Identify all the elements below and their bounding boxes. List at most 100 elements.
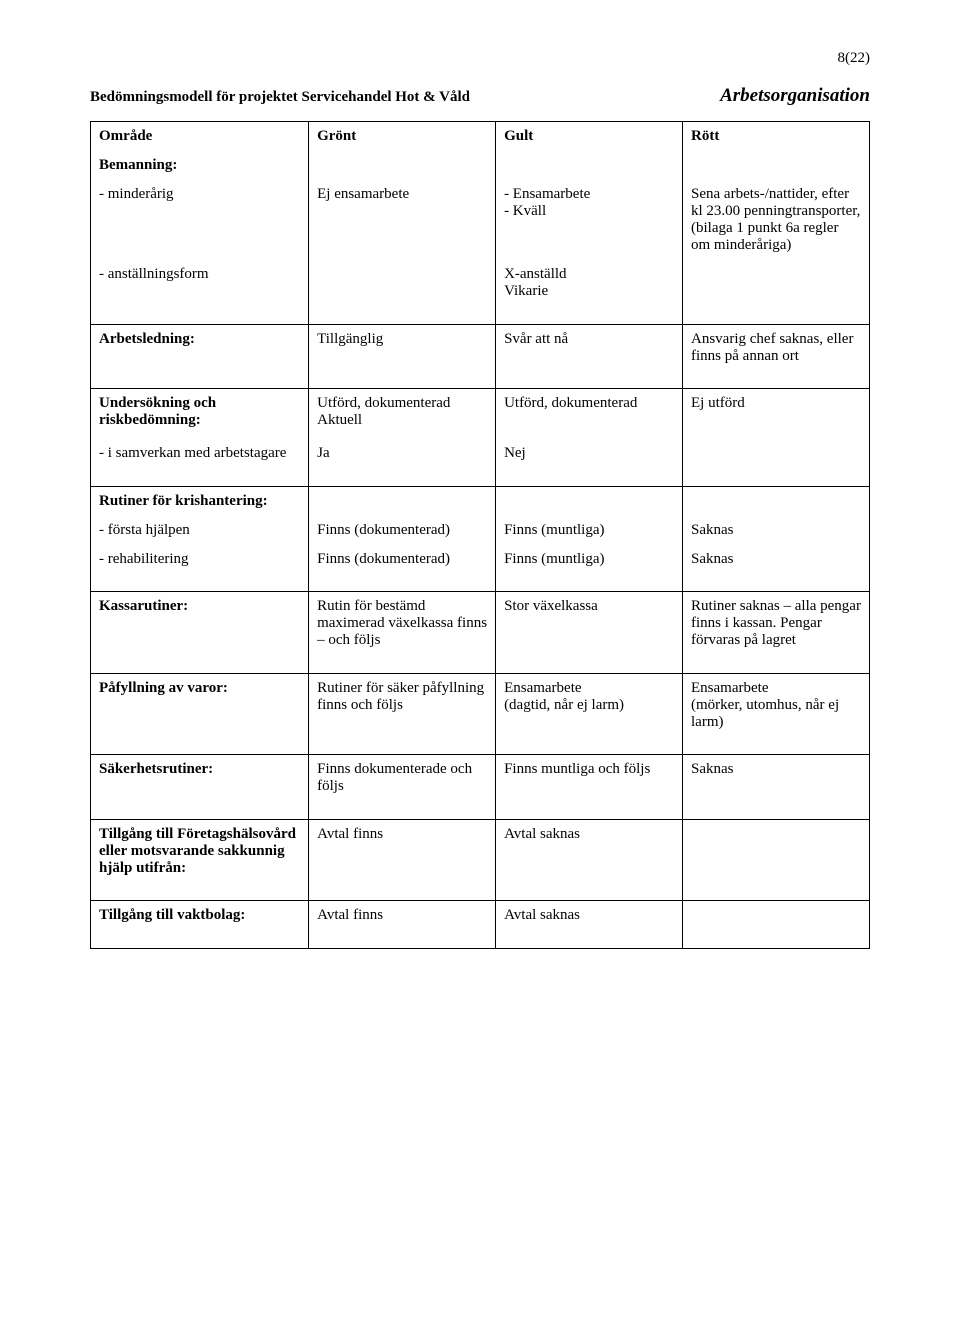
cell: Saknas <box>683 545 870 574</box>
cell: Ej ensamarbete <box>309 180 496 260</box>
cell: Finns (dokumenterad) <box>309 516 496 545</box>
cell: Sena arbets-/nattider, efter kl 23.00 pe… <box>683 180 870 260</box>
table-row: - rehabilitering Finns (dokumenterad) Fi… <box>91 545 870 574</box>
cell: - Ensamarbete - Kväll <box>496 180 683 260</box>
row-label: Kassarutiner: <box>99 598 188 614</box>
cell <box>496 486 683 516</box>
cell: Utförd, dokumenterad <box>496 389 683 436</box>
table-row: - anställningsform X-anställd Vikarie <box>91 260 870 306</box>
cell: Finns dokumenterade och följs <box>309 755 496 802</box>
row-label: Påfyllning av varor: <box>99 680 228 696</box>
cell: - rehabilitering <box>91 545 309 574</box>
cell: Ansvarig chef saknas, eller finns på ann… <box>683 324 870 371</box>
col-header: Grönt <box>309 122 496 152</box>
cell: Finns (dokumenterad) <box>309 545 496 574</box>
cell: Ensamarbete (mörker, utomhus, når ej lar… <box>683 673 870 737</box>
doc-title: Bedömningsmodell för projektet Serviceha… <box>90 89 470 106</box>
document-page: 8(22) Bedömningsmodell för projektet Ser… <box>0 0 960 999</box>
col-header: Gult <box>496 122 683 152</box>
row-label: Rutiner för krishantering: <box>99 493 268 509</box>
row-label: Tillgång till Företagshälsovård eller mo… <box>99 826 296 876</box>
spacer <box>91 371 870 389</box>
spacer <box>91 655 870 673</box>
cell: Bemanning: <box>91 151 309 180</box>
table-row: Undersökning och riskbedömning: Utförd, … <box>91 389 870 436</box>
cell: Finns (muntliga) <box>496 545 683 574</box>
cell: Ej utförd <box>683 389 870 436</box>
table-row: Rutiner för krishantering: <box>91 486 870 516</box>
cell: Stor växelkassa <box>496 592 683 656</box>
cell <box>683 486 870 516</box>
cell: Avtal saknas <box>496 819 683 883</box>
cell: Tillgänglig <box>309 324 496 371</box>
row-label: Tillgång till vaktbolag: <box>99 907 245 923</box>
cell-text: Nej <box>504 445 674 462</box>
cell <box>309 151 496 180</box>
spacer <box>91 801 870 819</box>
cell: Arbetsledning: <box>91 324 309 371</box>
cell: Kassarutiner: <box>91 592 309 656</box>
section-title: Arbetsorganisation <box>720 85 870 107</box>
sub-label: - i samverkan med arbetstagare <box>99 445 300 462</box>
header-line: Bedömningsmodell för projektet Serviceha… <box>90 85 870 107</box>
cell: Påfyllning av varor: <box>91 673 309 737</box>
cell: Tillgång till vaktbolag: <box>91 901 309 931</box>
cell: Utförd, dokumenterad Aktuell <box>309 389 496 436</box>
cell: - anställningsform <box>91 260 309 306</box>
spacer <box>91 737 870 755</box>
assessment-table: Område Grönt Gult Rött Bemanning: - mind… <box>90 121 870 949</box>
cell: - minderårig <box>91 180 309 260</box>
spacer <box>91 574 870 592</box>
col-header: Rött <box>683 122 870 152</box>
spacer <box>91 930 870 948</box>
spacer <box>91 468 870 486</box>
cell: Nej <box>496 435 683 468</box>
row-label: Säkerhetsrutiner: <box>99 761 213 777</box>
cell: Finns (muntliga) <box>496 516 683 545</box>
cell: Avtal finns <box>309 819 496 883</box>
cell: Saknas <box>683 516 870 545</box>
table-row: Arbetsledning: Tillgänglig Svår att nå A… <box>91 324 870 371</box>
cell: Ensamarbete (dagtid, når ej larm) <box>496 673 683 737</box>
spacer <box>91 306 870 324</box>
cell: Saknas <box>683 755 870 802</box>
table-row: Bemanning: <box>91 151 870 180</box>
spacer <box>91 883 870 901</box>
cell: - första hjälpen <box>91 516 309 545</box>
cell: Finns muntliga och följs <box>496 755 683 802</box>
row-label: Arbetsledning: <box>99 331 195 347</box>
cell-text: Ja <box>317 445 487 462</box>
table-row: Tillgång till vaktbolag: Avtal finns Avt… <box>91 901 870 931</box>
cell: Tillgång till Företagshälsovård eller mo… <box>91 819 309 883</box>
row-label: Undersökning och riskbedömning: <box>99 395 216 428</box>
cell: - i samverkan med arbetstagare <box>91 435 309 468</box>
cell <box>683 260 870 306</box>
table-row: - i samverkan med arbetstagare Ja Nej <box>91 435 870 468</box>
cell: Rutiner saknas – alla pengar finns i kas… <box>683 592 870 656</box>
cell: Rutiner för krishantering: <box>91 486 309 516</box>
cell: Rutiner för säker påfyllning finns och f… <box>309 673 496 737</box>
cell: Undersökning och riskbedömning: <box>91 389 309 436</box>
table-row: - första hjälpen Finns (dokumenterad) Fi… <box>91 516 870 545</box>
cell <box>309 260 496 306</box>
cell: Avtal saknas <box>496 901 683 931</box>
cell <box>683 151 870 180</box>
col-header: Område <box>91 122 309 152</box>
cell: Säkerhetsrutiner: <box>91 755 309 802</box>
table-row: Påfyllning av varor: Rutiner för säker p… <box>91 673 870 737</box>
cell <box>683 435 870 468</box>
page-number: 8(22) <box>90 50 870 67</box>
table-header-row: Område Grönt Gult Rött <box>91 122 870 152</box>
cell <box>683 819 870 883</box>
cell: Avtal finns <box>309 901 496 931</box>
cell <box>496 151 683 180</box>
row-label: Bemanning: <box>99 157 177 173</box>
cell <box>309 486 496 516</box>
cell: Rutin för bestämd maximerad växelkassa f… <box>309 592 496 656</box>
cell: Svår att nå <box>496 324 683 371</box>
cell: Ja <box>309 435 496 468</box>
cell: X-anställd Vikarie <box>496 260 683 306</box>
table-row: Kassarutiner: Rutin för bestämd maximera… <box>91 592 870 656</box>
table-row: - minderårig Ej ensamarbete - Ensamarbet… <box>91 180 870 260</box>
table-row: Säkerhetsrutiner: Finns dokumenterade oc… <box>91 755 870 802</box>
